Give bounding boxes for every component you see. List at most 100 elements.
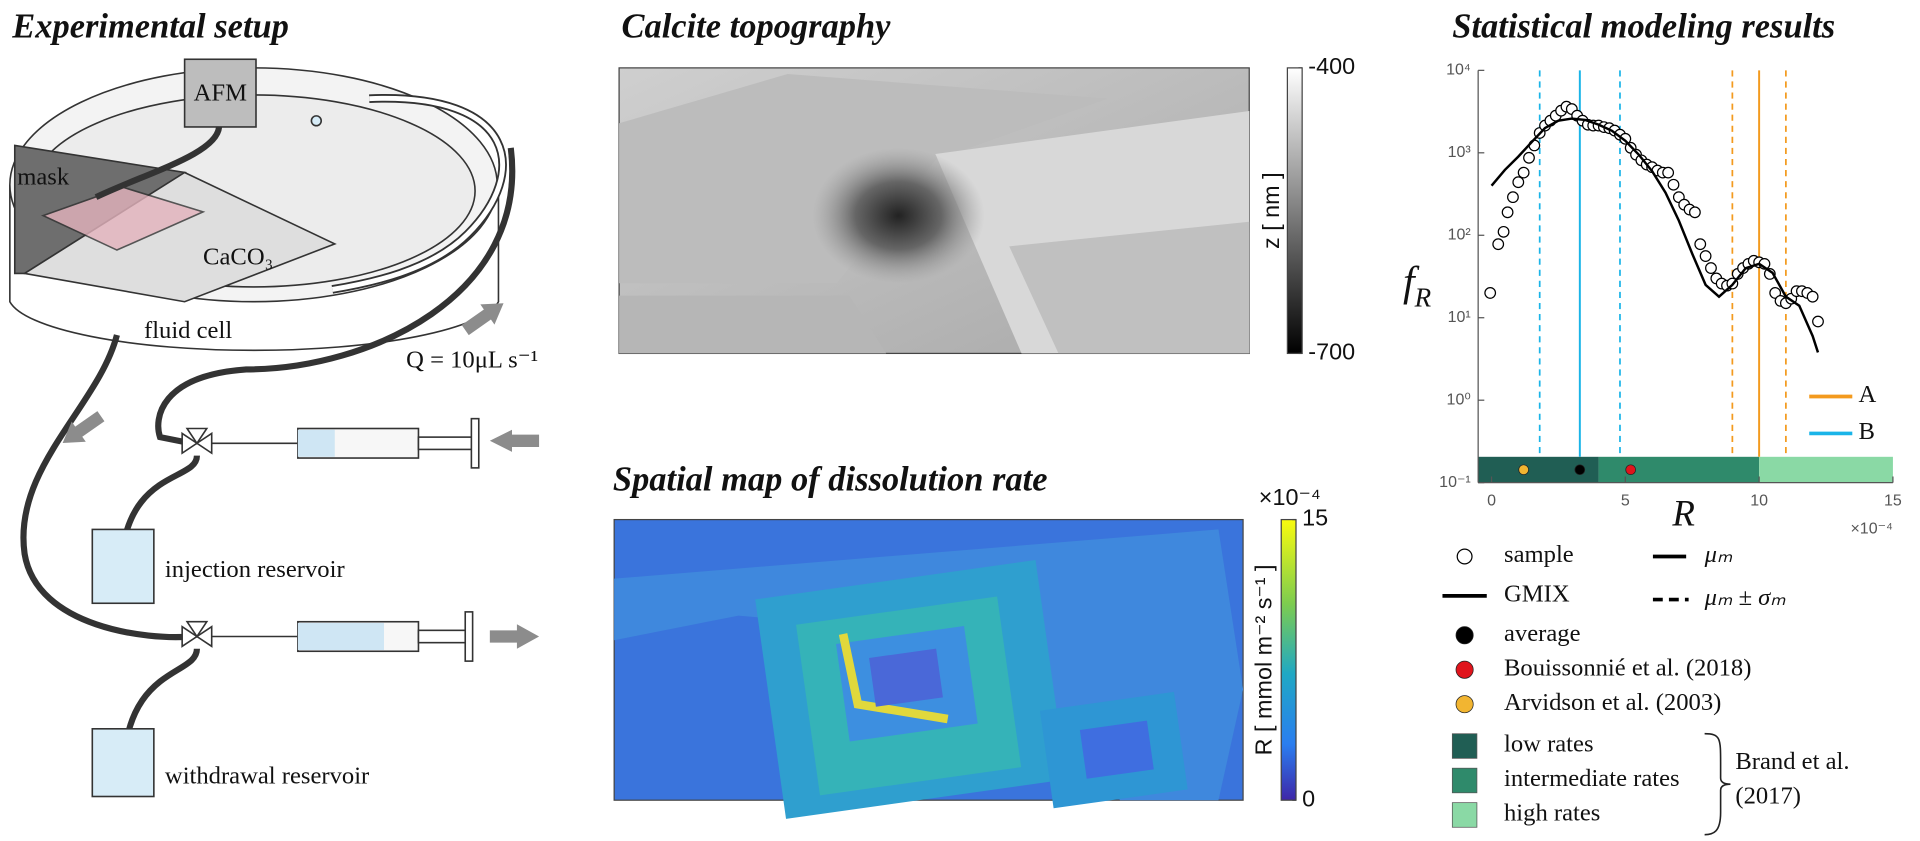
colorbar-tick-label: -700 <box>1308 339 1355 365</box>
fast-step <box>838 633 949 724</box>
panel-title: Spatial map of dissolution rate <box>613 461 1048 499</box>
legend-swatch <box>1451 767 1478 794</box>
sample-point <box>1694 238 1707 251</box>
fit-line <box>1490 117 1820 353</box>
sample-point <box>1763 267 1776 280</box>
label: injection reservoir <box>165 556 345 583</box>
sample-point <box>1507 191 1519 204</box>
arrow <box>489 624 540 649</box>
flow-arrows <box>62 303 540 649</box>
plunger <box>417 436 475 451</box>
y-tick-label: 10⁰ <box>1447 391 1471 408</box>
y-axis-label-sub: R <box>1414 283 1432 313</box>
topography-colorbar: z [ nm ] <box>1258 67 1303 355</box>
crystal <box>22 171 337 303</box>
legend-label: μₘ <box>1704 541 1733 568</box>
x-axis-multiplier: ×10⁻⁴ <box>1850 521 1893 538</box>
x-tick-label: 0 <box>1487 492 1496 509</box>
outlet-tube <box>20 334 192 641</box>
legend-group-label: (2017) <box>1735 782 1801 809</box>
arrow <box>489 429 540 452</box>
reservoir <box>91 528 155 605</box>
label: mask <box>17 163 70 190</box>
cantilever <box>94 126 223 200</box>
syringe-fluid <box>297 622 384 651</box>
chart-title: Statistical modeling results <box>1452 8 1835 46</box>
legend-label: Bouissonnié et al. (2018) <box>1504 654 1751 681</box>
reference-point <box>1625 464 1636 476</box>
y-tick-label: 10² <box>1448 226 1472 243</box>
sample-point <box>1806 290 1819 303</box>
colorbar-tick-label: 15 <box>1302 505 1328 531</box>
panel-title: Calcite topography <box>622 8 892 46</box>
syringe-fluid <box>297 429 335 457</box>
reservoir <box>91 728 155 798</box>
plunger <box>417 629 469 644</box>
sample-point <box>1667 178 1680 191</box>
rate-range <box>1759 456 1893 483</box>
sample-point <box>1497 225 1510 238</box>
sample-point <box>1619 132 1632 145</box>
x-tick-label: 15 <box>1884 492 1902 509</box>
sample-point <box>1688 206 1701 219</box>
colorbar-label: z [ nm ] <box>1258 172 1284 249</box>
colorbar-label: R [ mmol m⁻² s⁻¹ ] <box>1250 564 1276 755</box>
colorbar <box>1280 518 1297 801</box>
rate-range <box>1598 456 1760 483</box>
rate-colorbar: ×10⁻⁴ R [ mmol m⁻² s⁻¹ ] <box>1250 484 1321 801</box>
sample-point <box>1812 315 1824 328</box>
legend-swatch <box>1451 802 1478 828</box>
chart: Statistical modeling results fR R ×10⁻⁴ … <box>1403 8 1902 836</box>
terrace <box>1079 720 1154 779</box>
reference-point <box>1574 464 1586 476</box>
arrow <box>461 303 504 336</box>
sample-point <box>1501 206 1514 219</box>
legend-label: B <box>1858 418 1874 445</box>
colorbar <box>1286 67 1303 355</box>
legend-label: average <box>1504 620 1581 647</box>
setup-labels: Experimental setup AFM mask CaCO₃ fluid … <box>11 8 538 790</box>
sample-point <box>1769 286 1782 299</box>
colorbar-tick-label: 0 <box>1302 785 1315 811</box>
valve-left <box>181 431 199 455</box>
legend-swatch <box>1455 626 1474 645</box>
y-tick-label: 10⁻¹ <box>1439 474 1471 491</box>
label: CaCO₃ <box>203 243 273 270</box>
sample-point <box>1662 166 1675 179</box>
legend-label: GMIX <box>1504 581 1570 608</box>
sample-point <box>1523 151 1535 164</box>
legend-swatch <box>1456 548 1473 565</box>
topography-image <box>618 67 1250 355</box>
port <box>310 115 323 127</box>
label: AFM <box>194 80 247 107</box>
sample-point <box>1699 250 1712 262</box>
plunger-end <box>470 417 480 469</box>
reference-point <box>1518 464 1529 476</box>
tube-ring-inner <box>331 95 505 292</box>
legend-label: intermediate rates <box>1504 765 1680 792</box>
legend-group-label: Brand et al. <box>1735 748 1849 775</box>
terrace <box>619 295 887 354</box>
label: Q = 10μL s⁻¹ <box>406 347 538 374</box>
legend-label: μₘ ± σₘ <box>1704 584 1787 611</box>
sample-point <box>1512 176 1525 189</box>
afm-head <box>183 58 257 128</box>
panel-title: Experimental setup <box>11 8 289 46</box>
setup-diagram <box>9 58 540 798</box>
valve <box>181 620 213 648</box>
sample-point <box>1517 166 1530 179</box>
legend-label: high rates <box>1504 800 1600 827</box>
plunger-end <box>464 611 474 662</box>
legend-label: sample <box>1504 541 1574 568</box>
label: fluid cell <box>144 317 232 344</box>
sample-point <box>1705 262 1717 274</box>
colorbar-multiplier: ×10⁻⁴ <box>1259 484 1321 510</box>
valve-left <box>181 625 199 648</box>
pit <box>812 147 985 284</box>
legend-swatch <box>1455 660 1474 679</box>
rate-image <box>613 518 1244 819</box>
x-tick-label: 5 <box>1621 492 1630 509</box>
legend-label: low rates <box>1504 731 1594 758</box>
y-axis-label: fR <box>1403 259 1432 312</box>
x-tick-label: 10 <box>1750 492 1768 509</box>
